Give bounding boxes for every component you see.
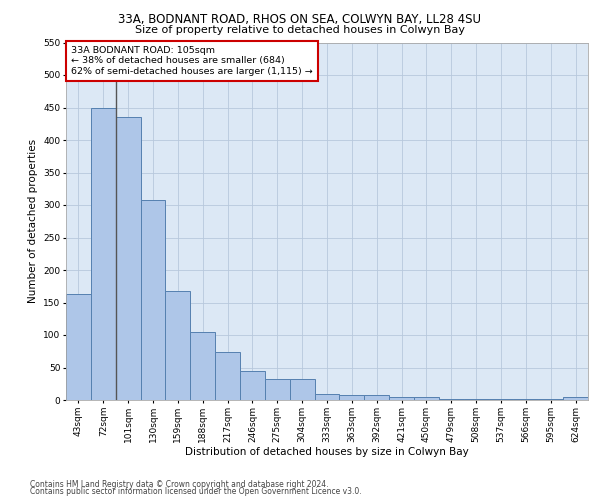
Bar — [91, 108, 116, 400]
Bar — [290, 379, 314, 400]
Text: Contains HM Land Registry data © Crown copyright and database right 2024.: Contains HM Land Registry data © Crown c… — [30, 480, 329, 489]
Bar — [265, 379, 290, 400]
Bar — [314, 394, 340, 400]
Text: Size of property relative to detached houses in Colwyn Bay: Size of property relative to detached ho… — [135, 25, 465, 35]
Text: Contains public sector information licensed under the Open Government Licence v3: Contains public sector information licen… — [30, 487, 362, 496]
Bar — [514, 398, 538, 400]
X-axis label: Distribution of detached houses by size in Colwyn Bay: Distribution of detached houses by size … — [185, 448, 469, 458]
Bar — [340, 395, 364, 400]
Bar — [389, 397, 414, 400]
Bar — [215, 352, 240, 400]
Bar — [439, 398, 464, 400]
Bar — [414, 398, 439, 400]
Bar — [240, 371, 265, 400]
Bar — [140, 200, 166, 400]
Bar — [166, 292, 190, 400]
Bar — [116, 117, 140, 400]
Text: 33A, BODNANT ROAD, RHOS ON SEA, COLWYN BAY, LL28 4SU: 33A, BODNANT ROAD, RHOS ON SEA, COLWYN B… — [119, 12, 482, 26]
Bar — [66, 294, 91, 400]
Bar — [190, 332, 215, 400]
Bar — [538, 398, 563, 400]
Bar — [488, 398, 514, 400]
Bar — [364, 395, 389, 400]
Bar — [563, 397, 588, 400]
Bar — [464, 398, 488, 400]
Y-axis label: Number of detached properties: Number of detached properties — [28, 139, 38, 304]
Text: 33A BODNANT ROAD: 105sqm
← 38% of detached houses are smaller (684)
62% of semi-: 33A BODNANT ROAD: 105sqm ← 38% of detach… — [71, 46, 313, 76]
